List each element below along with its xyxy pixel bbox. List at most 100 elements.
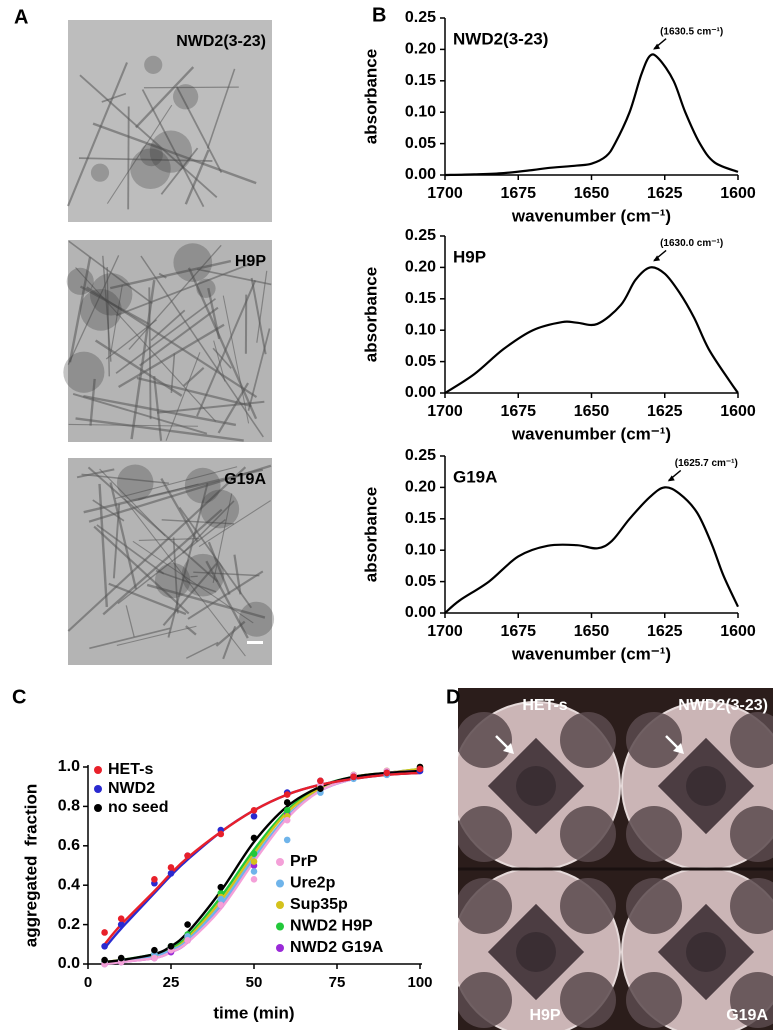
x-tick-label: 1675 xyxy=(500,403,536,420)
y-tick-label: 0.05 xyxy=(405,135,436,152)
y-axis-label: absorbance xyxy=(361,487,380,582)
y-axis-label: aggregated fraction xyxy=(21,784,40,947)
fibril xyxy=(127,106,130,210)
fibril xyxy=(128,244,222,350)
fibril xyxy=(92,122,257,185)
x-axis-label: time (min) xyxy=(213,1003,294,1022)
colony xyxy=(458,806,512,862)
fibril xyxy=(116,625,197,646)
colony-core xyxy=(686,932,726,972)
chart-title: H9P xyxy=(453,247,486,266)
fibril xyxy=(205,560,249,639)
data-point xyxy=(101,956,108,964)
fibril xyxy=(110,284,123,355)
plate-label: NWD2(3-23) xyxy=(678,697,768,714)
plate-label: G19A xyxy=(726,1007,768,1024)
legend-swatch xyxy=(276,944,284,952)
fibril xyxy=(102,508,223,616)
fibril xyxy=(106,104,173,204)
data-point xyxy=(117,921,125,928)
colony xyxy=(730,712,773,768)
y-tick-label: 1.0 xyxy=(58,758,80,775)
fibril xyxy=(222,295,250,424)
fibril xyxy=(185,641,219,659)
micrograph: G19A xyxy=(67,458,275,665)
fibril xyxy=(222,625,237,660)
data-point xyxy=(117,915,125,922)
x-tick-label: 1600 xyxy=(720,623,756,640)
colony xyxy=(560,712,616,768)
spectrum-line xyxy=(444,53,739,177)
y-tick-label: 0.25 xyxy=(405,9,436,26)
plate-arrow-head xyxy=(503,743,514,754)
fibril xyxy=(89,627,171,650)
panel-label: C xyxy=(12,686,26,708)
y-tick-label: 0.0 xyxy=(58,955,80,972)
legend-label: PrP xyxy=(290,853,318,870)
legend-swatch xyxy=(276,922,284,931)
micrograph-label: G19A xyxy=(224,471,266,488)
legend-swatch xyxy=(94,785,102,793)
legend-label: NWD2 xyxy=(108,780,155,797)
fibril xyxy=(92,499,125,522)
fibril xyxy=(183,367,205,387)
legend-label: Sup35p xyxy=(290,896,348,913)
fibril xyxy=(212,493,233,584)
fibril xyxy=(184,149,210,205)
fibril xyxy=(124,498,246,657)
fibril xyxy=(93,525,190,615)
fibril xyxy=(185,625,197,636)
chart-title: G19A xyxy=(453,467,497,486)
data-point xyxy=(283,807,291,814)
fibril xyxy=(78,157,213,162)
colony xyxy=(626,806,682,862)
micrograph-label: H9P xyxy=(235,253,266,270)
x-tick-label: 1650 xyxy=(574,623,610,640)
data-point xyxy=(184,921,191,928)
stain xyxy=(239,601,275,637)
y-tick-label: 0.00 xyxy=(405,384,436,401)
colony-core xyxy=(516,766,556,806)
fibril xyxy=(68,240,153,305)
stain xyxy=(196,278,216,299)
panel-label: B xyxy=(372,4,386,26)
fibril xyxy=(68,256,92,363)
fit-line xyxy=(104,767,421,964)
x-tick-label: 1700 xyxy=(427,623,463,640)
fibril xyxy=(102,255,112,362)
y-tick-label: 0.8 xyxy=(58,798,80,815)
y-tick-label: 0.00 xyxy=(405,604,436,621)
data-point xyxy=(317,777,324,785)
stain xyxy=(139,143,163,167)
x-tick-label: 1675 xyxy=(500,623,536,640)
fibril xyxy=(99,468,166,537)
fibril xyxy=(96,524,165,575)
fibril xyxy=(138,537,200,542)
data-point xyxy=(151,946,158,954)
data-point xyxy=(283,816,291,824)
data-point xyxy=(250,858,258,865)
fibril xyxy=(136,376,252,408)
stain xyxy=(173,84,199,110)
data-point xyxy=(250,868,258,875)
colony xyxy=(458,878,512,934)
y-tick-label: 0.20 xyxy=(405,479,436,496)
plate-label: HET-s xyxy=(522,697,567,714)
y-tick-label: 0.25 xyxy=(405,227,436,244)
fibril xyxy=(165,352,201,441)
fibril xyxy=(105,319,157,360)
y-tick-label: 0.10 xyxy=(405,321,436,338)
y-tick-label: 0.6 xyxy=(58,837,80,854)
colony xyxy=(560,972,616,1028)
spectrum-line xyxy=(444,486,739,614)
x-tick-label: 1675 xyxy=(500,185,536,202)
fibril xyxy=(160,478,199,543)
petri-dish xyxy=(621,867,773,1030)
panel-label: D xyxy=(446,686,460,708)
petri-dish xyxy=(458,701,621,871)
fibril xyxy=(79,74,218,199)
fibril xyxy=(115,298,216,374)
plate-label: H9P xyxy=(529,1007,560,1024)
fibril xyxy=(178,506,253,609)
data-point xyxy=(416,765,424,773)
